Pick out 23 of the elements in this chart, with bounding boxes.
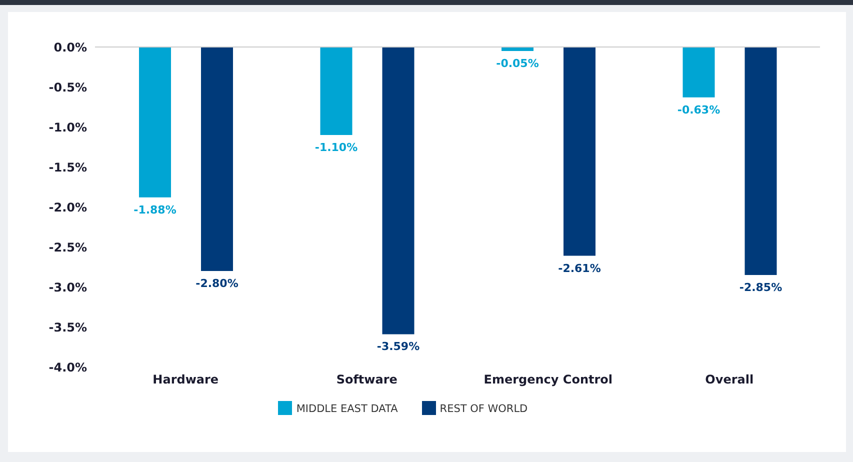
data-label: -0.63% (677, 103, 720, 116)
y-tick-label: 0.0% (54, 40, 87, 54)
legend-label: MIDDLE EAST DATA (296, 403, 398, 415)
y-tick-label: -4.0% (48, 360, 87, 374)
y-tick-label: -3.5% (48, 320, 87, 334)
y-tick-label: -0.5% (48, 80, 87, 94)
y-tick-label: -3.0% (48, 280, 87, 294)
data-label: -2.85% (739, 281, 782, 294)
data-label: -1.10% (314, 141, 358, 154)
y-tick-label: -1.0% (48, 120, 87, 134)
y-tick-label: -1.5% (48, 160, 87, 174)
data-label: -0.05% (496, 57, 539, 70)
x-tick-label: Emergency Control (484, 372, 612, 387)
y-tick-label: -2.0% (48, 200, 87, 214)
data-label: -3.59% (376, 340, 420, 354)
data-label: -1.88% (134, 203, 176, 216)
y-tick-label: -2.5% (48, 240, 87, 254)
legend-label: REST OF WORLD (440, 403, 528, 415)
data-label: -2.61% (558, 262, 601, 275)
x-tick-label: Overall (705, 372, 754, 387)
x-tick-label: Software (336, 372, 398, 387)
data-label: -2.80% (196, 277, 238, 290)
x-tick-label: Hardware (152, 372, 219, 387)
